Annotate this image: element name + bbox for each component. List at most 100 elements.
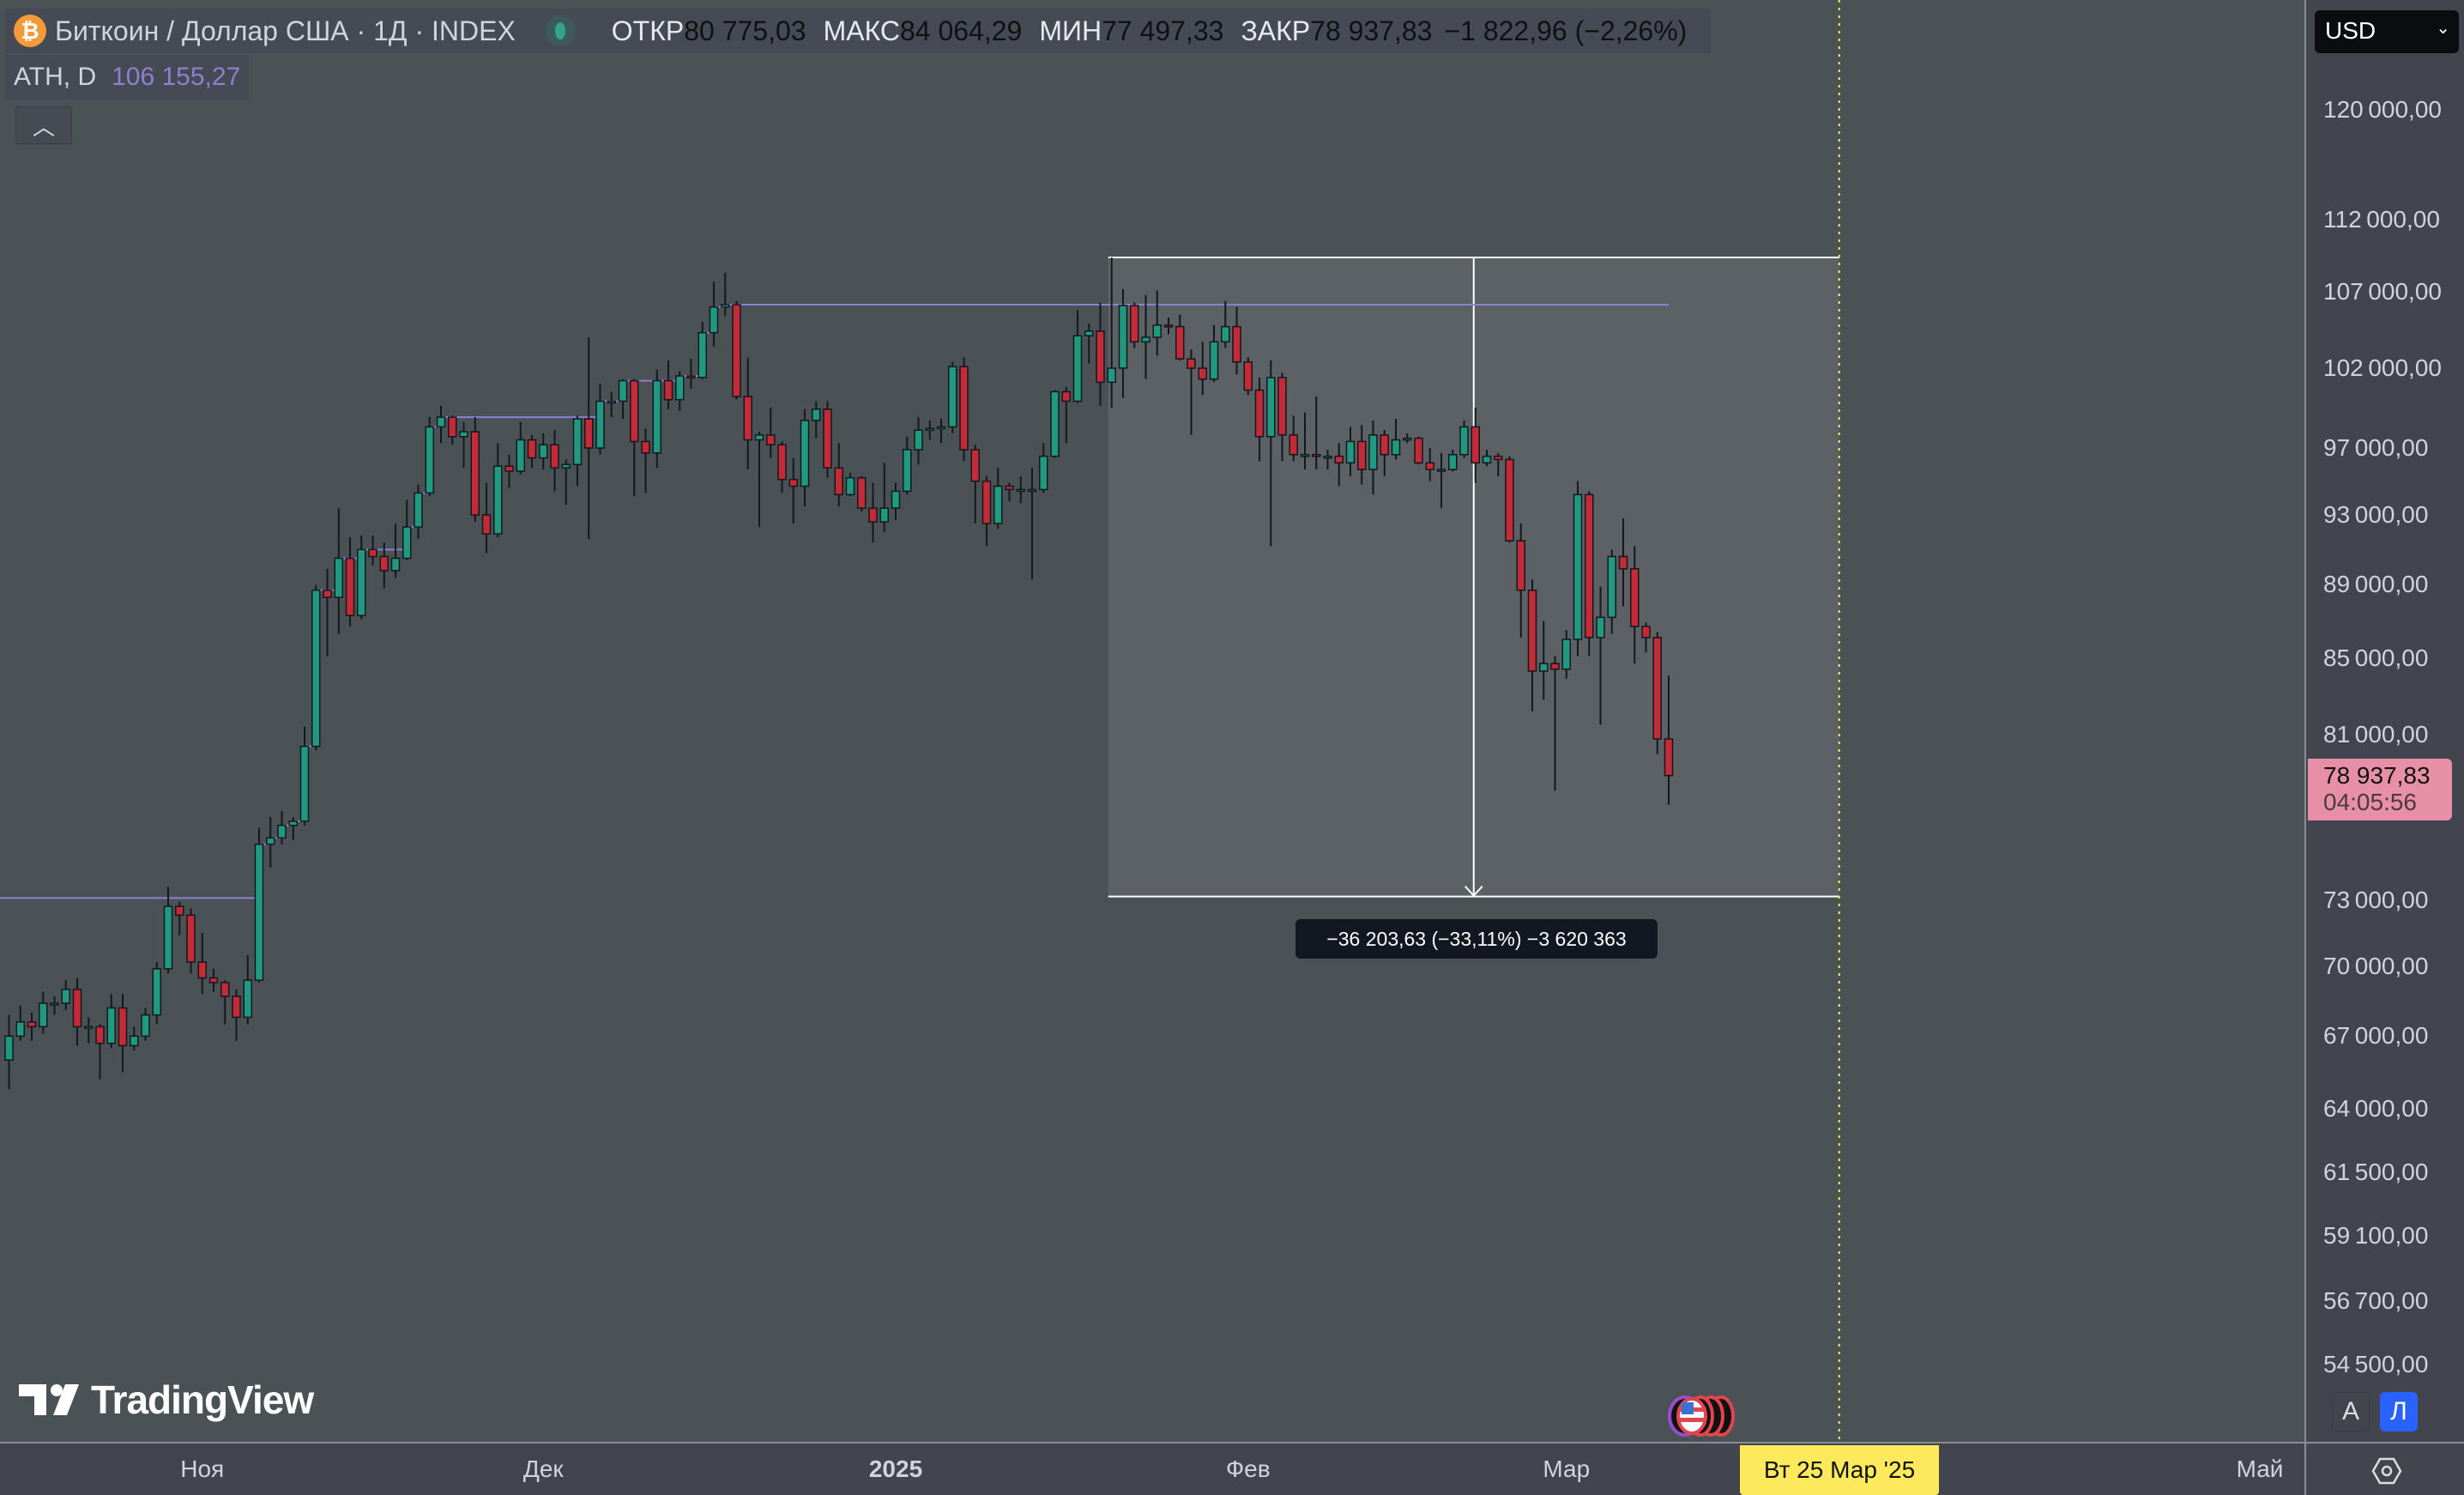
candle-up	[1209, 341, 1219, 380]
candle-up	[334, 557, 343, 598]
candle-up	[914, 429, 923, 451]
candle-down	[1618, 555, 1628, 570]
candle-up	[141, 1014, 150, 1038]
candle-down	[1130, 305, 1139, 343]
time-label: Дек	[522, 1456, 564, 1482]
low-label: МИН	[1039, 15, 1102, 46]
time-label: Май	[2236, 1456, 2284, 1482]
candle-down	[504, 465, 514, 472]
candle-down	[1243, 360, 1253, 391]
time-label: Мар	[1543, 1456, 1591, 1482]
candle-up	[595, 400, 605, 449]
candle-up	[1107, 367, 1116, 384]
candle-up	[1573, 493, 1583, 640]
candle-up	[84, 1026, 94, 1030]
collapse-legend-button[interactable]: ︿	[15, 106, 72, 144]
candle-up	[800, 420, 810, 487]
candle-down	[1630, 568, 1640, 627]
brand-name: TradingView	[91, 1377, 314, 1422]
candle-up	[414, 492, 423, 528]
candle-up	[845, 477, 855, 496]
candle-up	[891, 490, 901, 509]
currency-value: USD	[2325, 17, 2376, 44]
candle-up	[812, 409, 821, 421]
candle-up	[402, 526, 412, 560]
price-label: 102 000,00	[2323, 354, 2442, 381]
candle-down	[868, 507, 878, 523]
candle-down	[345, 557, 355, 616]
last-price: 78 937,83	[2323, 762, 2431, 789]
candle-up	[1436, 469, 1446, 472]
candle-down	[1357, 440, 1367, 470]
tradingview-logo[interactable]: TradingView	[19, 1377, 314, 1423]
close-label: ЗАКР	[1241, 15, 1311, 46]
candle-down	[1187, 358, 1196, 369]
candle-down	[1425, 462, 1434, 470]
economic-events-icon[interactable]	[1646, 1392, 1740, 1440]
price-label: 67 000,00	[2323, 1022, 2429, 1050]
arrow-down-icon	[1465, 885, 1483, 898]
candle-down	[118, 1007, 128, 1047]
candle-down	[220, 982, 230, 997]
last-price-tag: 78 937,83 04:05:56	[2308, 759, 2452, 820]
chart-settings-corner[interactable]	[2304, 1442, 2464, 1495]
candle-down	[481, 514, 492, 535]
candle-down	[1334, 455, 1344, 464]
candle-down	[1061, 390, 1071, 402]
indicator-legend[interactable]: ATH, D 106 155,27	[5, 55, 250, 100]
price-label: 97 000,00	[2323, 434, 2429, 462]
candle-up	[721, 304, 730, 308]
candle-down	[1312, 453, 1321, 457]
candle-up	[572, 418, 583, 466]
candle-down	[1254, 389, 1265, 438]
symbol-title[interactable]: Биткоин / Доллар США · 1Д · INDEX	[55, 15, 516, 46]
candle-up	[1050, 390, 1060, 457]
indicator-value: 106 155,27	[112, 63, 241, 91]
candle-down	[323, 589, 332, 598]
auto-scale-button[interactable]: A	[2332, 1392, 2370, 1431]
candle-up	[539, 444, 548, 459]
candle-down	[788, 478, 798, 487]
price-label: 85 000,00	[2323, 644, 2429, 671]
candle-down	[686, 375, 696, 378]
price-axis[interactable]: 120 000,00 112 000,00 107 000,00 102 000,00…	[2304, 0, 2464, 1442]
time-axis[interactable]: Ноя Дек 2025 Фев Мар Май	[0, 1442, 2304, 1495]
candlestick-chart[interactable]	[0, 0, 2304, 1442]
candle-up	[1027, 488, 1037, 493]
candle-down	[1198, 367, 1207, 380]
candle-up	[993, 485, 1003, 524]
market-status-icon[interactable]	[544, 15, 576, 46]
candle-up	[130, 1035, 139, 1047]
candle-up	[1448, 453, 1458, 470]
price-label: 64 000,00	[2323, 1095, 2429, 1123]
low-value: 77 497,33	[1102, 15, 1224, 46]
candle-down	[1414, 437, 1423, 464]
price-label: 59 100,00	[2323, 1221, 2429, 1249]
candle-up	[1459, 426, 1469, 456]
price-label: 107 000,00	[2323, 278, 2442, 306]
open-value: 80 775,03	[684, 15, 806, 46]
candle-up	[1323, 455, 1332, 459]
measurement-label: −36 203,63 (−33,11%) −3 620 363	[1295, 919, 1658, 959]
candle-down	[981, 480, 992, 524]
log-scale-button[interactable]: Л	[2380, 1392, 2418, 1431]
candle-down	[379, 555, 389, 572]
indicator-name: ATH, D	[14, 63, 97, 91]
price-label: 70 000,00	[2323, 953, 2429, 980]
candle-up	[50, 1002, 59, 1006]
currency-selector[interactable]: USD ⌄	[2315, 10, 2459, 53]
candle-down	[743, 396, 752, 441]
symbol-legend[interactable]: ₿ Биткоин / Доллар США · 1Д · INDEX ОТКР…	[5, 9, 1712, 53]
candle-up	[254, 843, 264, 981]
candle-up	[357, 548, 366, 616]
change-value: −1 822,96 (−2,26%)	[1444, 15, 1688, 46]
candle-up	[1596, 616, 1605, 639]
candle-up	[106, 1007, 116, 1044]
chart-pane[interactable]: ₿ Биткоин / Доллар США · 1Д · INDEX ОТКР…	[0, 0, 2304, 1442]
high-value: 84 064,29	[899, 15, 1023, 46]
candle-down	[823, 409, 832, 469]
chevron-up-icon: ︿	[32, 113, 55, 140]
settings-icon[interactable]	[2371, 1456, 2402, 1486]
price-label: 61 500,00	[2323, 1158, 2429, 1185]
time-label: Фев	[1225, 1456, 1271, 1482]
